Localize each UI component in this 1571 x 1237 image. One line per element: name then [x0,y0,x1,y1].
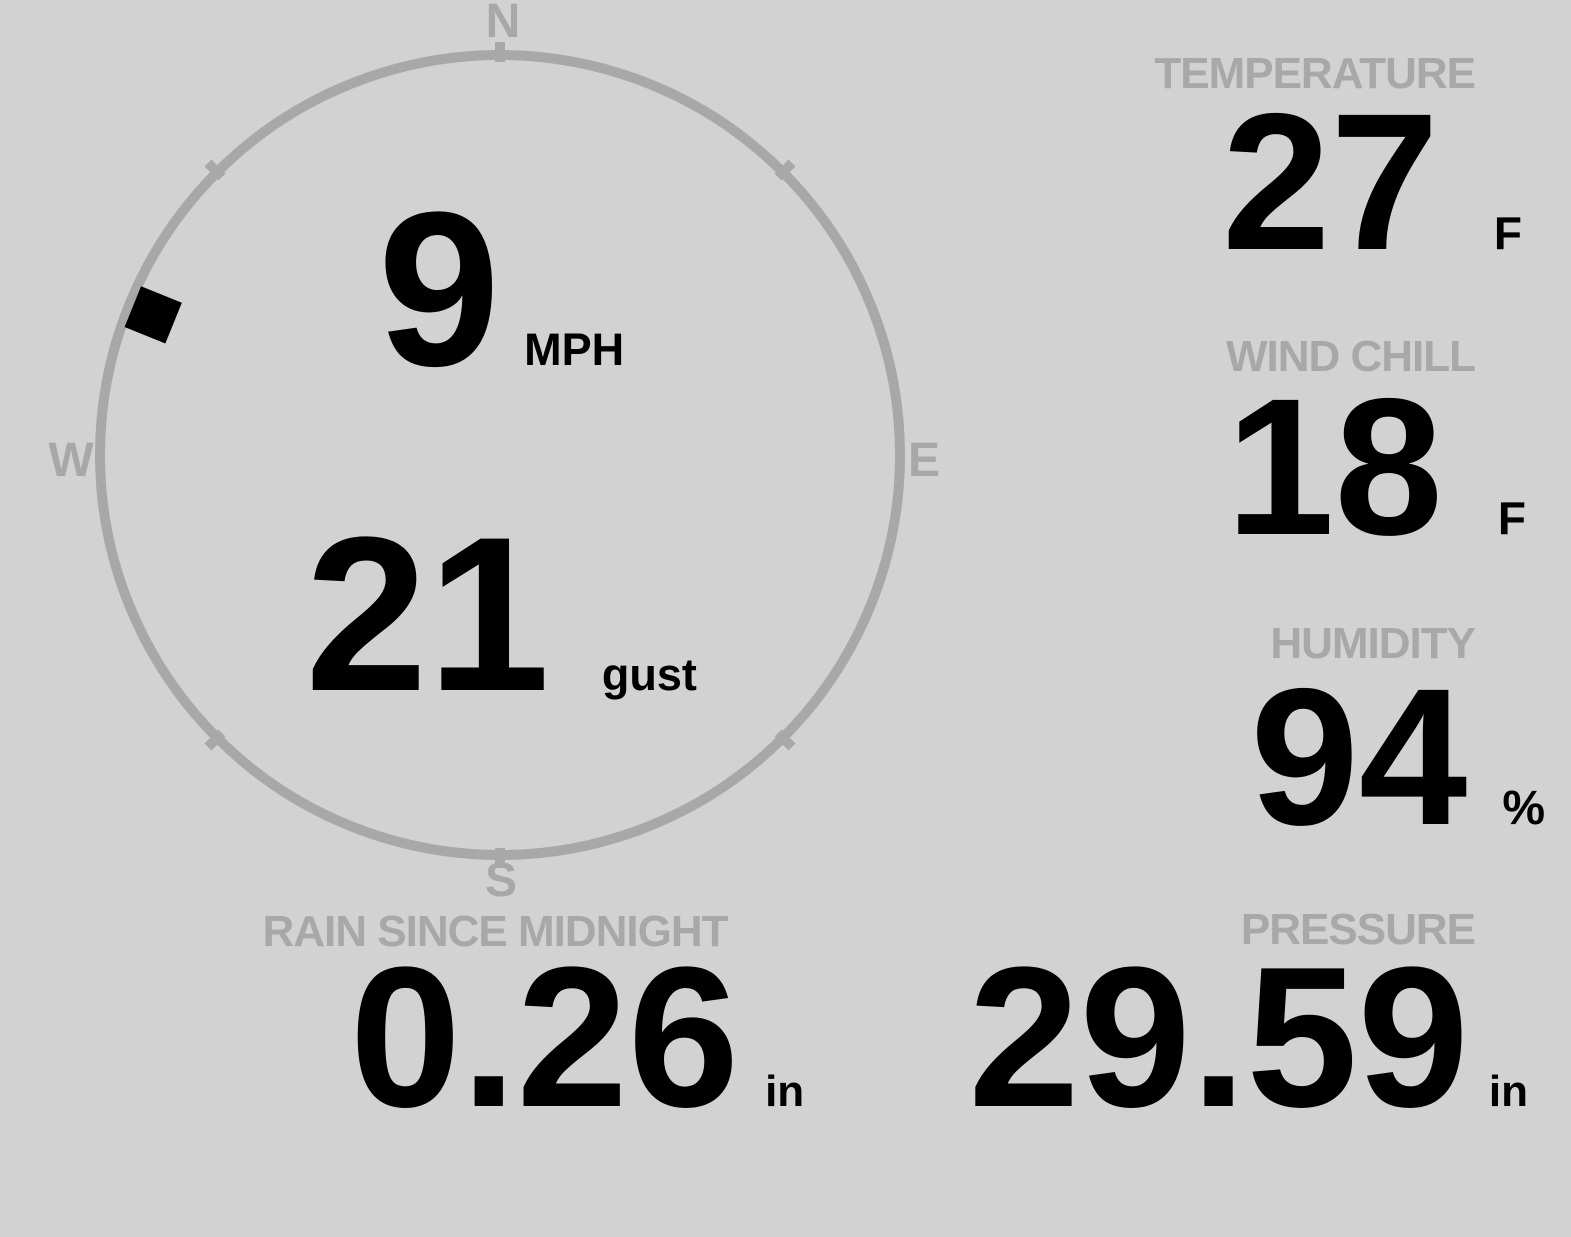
compass-letter-south: S [484,854,518,907]
pressure-label: PRESSURE [1240,905,1476,954]
wind-direction-marker-icon [124,286,182,344]
rain-since-midnight-value: 0.26 [349,926,740,1149]
wind-gust-unit: gust [601,649,697,700]
humidity-readout: 94 % [1250,660,1545,855]
humidity-unit: % [1502,782,1545,835]
temperature-readout: 27 F [1222,85,1522,280]
tick-southwest [204,729,226,751]
temperature-label: TEMPERATURE [1154,49,1476,98]
rain-since-midnight-unit: in [765,1067,805,1116]
compass-ticks [204,42,796,868]
wind-speed-unit: MPH [524,324,625,375]
tick-northeast [774,159,796,181]
rain-since-midnight-readout: 0.26 in [350,938,804,1138]
humidity-label: HUMIDITY [1270,619,1476,668]
pressure-unit: in [1488,1067,1528,1116]
wind-speed-readout: 9 MPH [378,179,624,399]
compass-letter-west: W [48,434,94,487]
compass-letter-east: E [907,434,941,487]
pressure-readout: 29.59 in [968,938,1528,1138]
wind-gust-value: 21 [305,491,550,737]
humidity-value: 94 [1250,648,1468,866]
wind-gust-readout: 21 gust [305,504,697,724]
rain-since-midnight-label: RAIN SINCE MIDNIGHT [262,907,729,956]
pressure-value: 29.59 [968,926,1469,1149]
wind-chill-unit: F [1497,492,1526,544]
tick-southeast [774,729,796,751]
tick-northwest [204,159,226,181]
temperature-unit: F [1493,207,1522,259]
compass-letter-north: N [485,0,521,48]
wind-chill-value: 18 [1225,358,1443,576]
wind-chill-label: WIND CHILL [1225,332,1476,381]
temperature-value: 27 [1221,73,1439,291]
wind-chill-readout: 18 F [1226,370,1526,565]
wind-speed-value: 9 [377,166,501,412]
